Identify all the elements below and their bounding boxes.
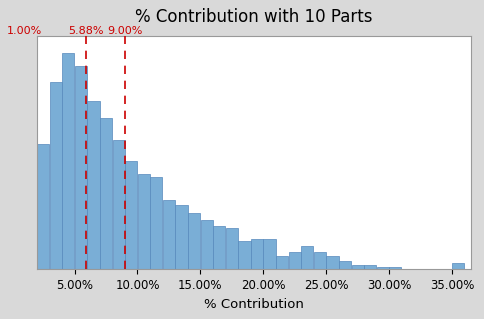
Bar [313, 252, 325, 269]
Bar [238, 241, 250, 269]
Bar [112, 140, 124, 269]
Bar [200, 220, 212, 269]
Bar [351, 265, 363, 269]
Bar [62, 54, 74, 269]
Bar [263, 239, 275, 269]
Text: 5.88%: 5.88% [68, 26, 103, 36]
Bar [137, 174, 150, 269]
Bar [451, 263, 463, 269]
Bar [250, 239, 262, 269]
Bar [389, 267, 401, 269]
Bar [376, 267, 388, 269]
Bar [288, 252, 300, 269]
Bar [175, 204, 187, 269]
Bar [225, 228, 238, 269]
Title: % Contribution with 10 Parts: % Contribution with 10 Parts [135, 8, 372, 26]
Text: 1.00%: 1.00% [7, 26, 42, 36]
Bar [363, 265, 376, 269]
Bar [275, 256, 287, 269]
Bar [150, 176, 162, 269]
Bar [326, 256, 338, 269]
Bar [125, 161, 137, 269]
Bar [37, 144, 49, 269]
Bar [100, 118, 112, 269]
Bar [49, 82, 61, 269]
Bar [301, 246, 313, 269]
Bar [163, 200, 175, 269]
Bar [212, 226, 225, 269]
Bar [338, 261, 350, 269]
X-axis label: % Contribution: % Contribution [203, 298, 303, 311]
Bar [87, 101, 99, 269]
Text: 9.00%: 9.00% [107, 26, 142, 36]
Bar [24, 222, 37, 269]
Bar [188, 213, 200, 269]
Bar [75, 66, 87, 269]
